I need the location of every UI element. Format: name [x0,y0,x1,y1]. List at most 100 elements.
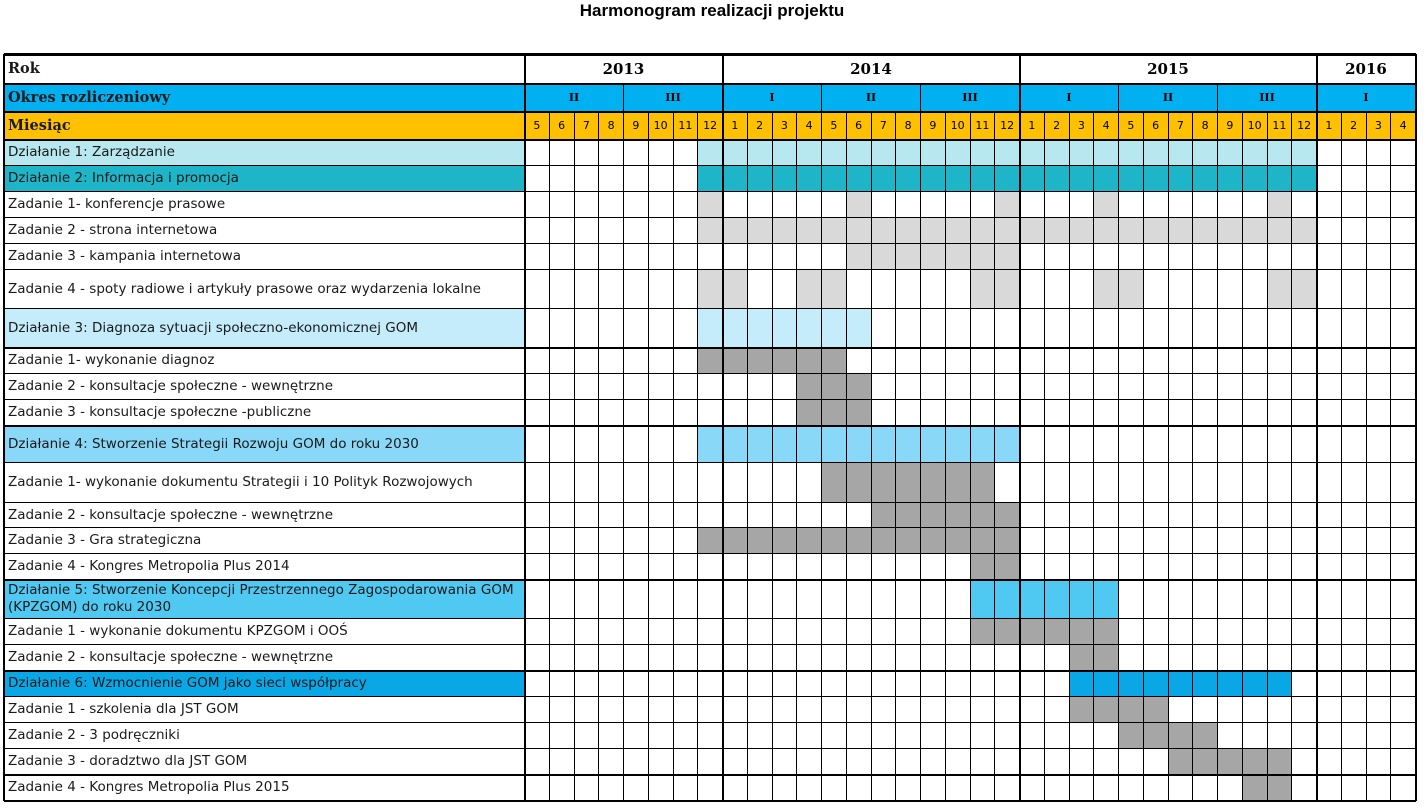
gantt-cell [797,619,822,645]
gantt-cell-active [723,528,748,554]
gantt-cell [1020,426,1045,463]
gantt-cell-active [1094,619,1119,645]
gantt-cell [921,192,946,218]
gantt-cell [698,723,723,749]
gantt-cell [1292,697,1317,723]
gantt-cell [698,463,723,503]
gantt-cell [921,348,946,374]
gantt-cell [698,645,723,671]
gantt-cell [1094,749,1119,775]
gantt-cell [599,400,624,426]
gantt-cell [1143,645,1169,671]
gantt-cell-active [822,166,847,192]
gantt-cell [648,580,674,619]
gantt-cell [1317,775,1342,801]
gantt-cell [1218,697,1243,723]
gantt-cell-active [1094,140,1119,166]
gantt-cell [525,697,550,723]
gantt-cell [549,749,575,775]
gantt-cell [525,218,550,244]
gantt-cell-active [921,244,946,270]
gantt-cell [747,671,773,697]
gantt-cell [797,749,822,775]
gantt-cell [599,309,624,348]
gantt-cell-active [1193,749,1218,775]
gantt-cell [822,645,847,671]
gantt-cell-active [1094,218,1119,244]
gantt-cell [1218,244,1243,270]
gantt-cell-active [970,140,996,166]
gantt-cell [1267,309,1293,348]
gantt-cell-active [1119,697,1144,723]
gantt-cell [549,426,575,463]
gantt-cell [1193,619,1218,645]
gantt-cell [1218,426,1243,463]
gantt-cell [1292,463,1317,503]
gantt-cell-active [1267,218,1293,244]
gantt-cell [648,374,674,400]
gantt-cell [871,374,897,400]
gantt-cell [1143,580,1169,619]
gantt-cell-active [698,309,723,348]
gantt-cell [549,503,575,528]
gantt-cell-active [970,426,996,463]
gantt-cell [896,645,921,671]
gantt-cell-active [995,528,1020,554]
gantt-cell [797,775,822,801]
section-separator [4,425,1416,427]
gantt-cell [1020,554,1045,580]
gantt-cell [1069,426,1095,463]
gantt-cell-active [698,166,723,192]
gantt-cell-active [1267,192,1293,218]
gantt-cell [648,645,674,671]
gantt-cell [1366,503,1392,528]
gantt-cell [673,645,699,671]
gantt-cell [1391,775,1416,801]
gantt-cell [896,309,921,348]
gantt-cell [747,775,773,801]
year-header: 2015 [1020,54,1317,84]
gantt-cell [1341,554,1367,580]
gantt-cell [723,554,748,580]
gantt-cell [846,671,872,697]
gantt-cell [624,309,649,348]
gantt-cell [846,270,872,309]
gantt-cell [772,374,798,400]
gantt-cell [1193,270,1218,309]
gantt-cell [1218,374,1243,400]
gantt-cell [1317,218,1342,244]
gantt-cell [698,775,723,801]
gantt-cell-active [1119,166,1144,192]
gantt-cell-active [1267,749,1293,775]
gantt-cell [549,400,575,426]
gantt-cell-active [1193,671,1218,697]
gantt-cell [673,270,699,309]
gantt-cell-active [1242,749,1268,775]
gantt-cell [1391,528,1416,554]
gantt-cell [1218,554,1243,580]
gantt-cell-active [797,166,822,192]
gantt-cell [1193,400,1218,426]
gantt-cell [1317,270,1342,309]
gantt-cell [921,309,946,348]
gantt-cell [1193,309,1218,348]
gantt-cell [1341,400,1367,426]
gantt-cell [747,619,773,645]
gantt-cell [698,580,723,619]
gantt-cell [1391,348,1416,374]
gantt-cell [525,463,550,503]
gantt-cell-active [846,140,872,166]
gantt-cell [1366,348,1392,374]
gantt-cell [822,619,847,645]
gantt-cell [599,749,624,775]
gantt-cell [525,192,550,218]
gantt-cell [525,503,550,528]
gantt-cell [599,528,624,554]
period-header: II [822,84,921,112]
gantt-cell [599,218,624,244]
period-header: III [921,84,1020,112]
gantt-cell [698,244,723,270]
gantt-cell [673,671,699,697]
gantt-cell [822,580,847,619]
gantt-cell-active [871,503,897,528]
